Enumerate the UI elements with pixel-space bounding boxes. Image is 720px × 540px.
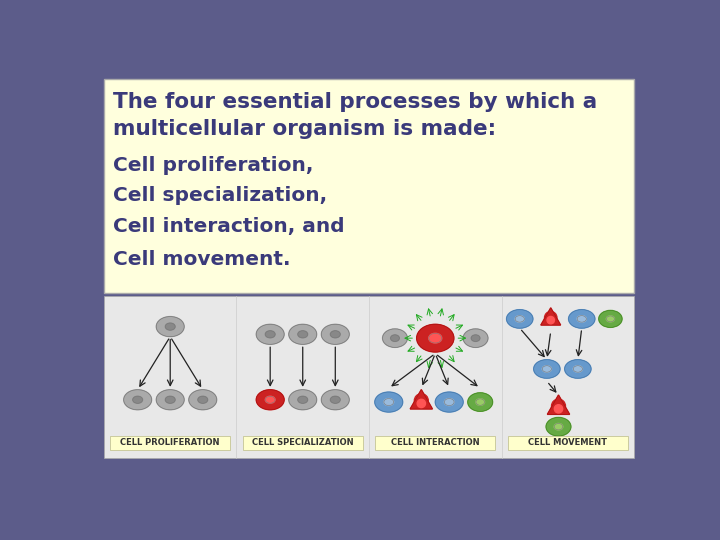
Text: CELL INTERACTION: CELL INTERACTION: [391, 438, 480, 447]
Ellipse shape: [265, 331, 275, 338]
Ellipse shape: [417, 325, 454, 352]
Ellipse shape: [256, 390, 284, 410]
FancyBboxPatch shape: [508, 436, 628, 450]
Ellipse shape: [132, 396, 143, 403]
Ellipse shape: [124, 390, 152, 410]
Ellipse shape: [156, 390, 184, 410]
Ellipse shape: [330, 396, 340, 403]
Polygon shape: [541, 308, 561, 325]
Ellipse shape: [507, 309, 533, 328]
FancyBboxPatch shape: [375, 436, 495, 450]
Ellipse shape: [554, 423, 563, 430]
FancyBboxPatch shape: [104, 79, 634, 293]
FancyBboxPatch shape: [243, 436, 363, 450]
Ellipse shape: [436, 392, 463, 412]
Ellipse shape: [599, 310, 622, 327]
FancyBboxPatch shape: [104, 296, 634, 457]
Ellipse shape: [391, 335, 400, 341]
Text: CELL PROLIFERATION: CELL PROLIFERATION: [120, 438, 220, 447]
Ellipse shape: [166, 323, 175, 330]
Ellipse shape: [330, 331, 340, 338]
Circle shape: [414, 394, 428, 408]
Ellipse shape: [463, 329, 488, 347]
Ellipse shape: [265, 396, 275, 403]
Circle shape: [544, 312, 557, 324]
Text: multicellular organism is made:: multicellular organism is made:: [113, 119, 496, 139]
Polygon shape: [547, 395, 570, 414]
Text: CELL SPECIALIZATION: CELL SPECIALIZATION: [252, 438, 354, 447]
Ellipse shape: [577, 316, 586, 322]
Text: Cell specialization,: Cell specialization,: [113, 186, 328, 205]
Circle shape: [554, 404, 562, 413]
Ellipse shape: [534, 360, 560, 378]
Ellipse shape: [384, 399, 394, 406]
Circle shape: [552, 399, 565, 413]
Circle shape: [417, 399, 426, 408]
Text: Cell proliferation,: Cell proliferation,: [113, 156, 314, 174]
Ellipse shape: [382, 329, 408, 347]
Ellipse shape: [444, 399, 454, 406]
Ellipse shape: [471, 335, 480, 341]
Ellipse shape: [289, 390, 317, 410]
Ellipse shape: [428, 333, 442, 343]
Ellipse shape: [546, 417, 571, 436]
Ellipse shape: [166, 396, 175, 403]
Text: Cell movement.: Cell movement.: [113, 249, 291, 268]
Ellipse shape: [198, 396, 207, 403]
Ellipse shape: [298, 331, 307, 338]
Ellipse shape: [298, 396, 307, 403]
Ellipse shape: [564, 360, 591, 378]
Circle shape: [547, 316, 554, 324]
Ellipse shape: [321, 325, 349, 345]
Ellipse shape: [156, 316, 184, 336]
Text: CELL MOVEMENT: CELL MOVEMENT: [528, 438, 607, 447]
Text: The four essential processes by which a: The four essential processes by which a: [113, 92, 598, 112]
Ellipse shape: [569, 309, 595, 328]
FancyBboxPatch shape: [110, 436, 230, 450]
Ellipse shape: [573, 366, 582, 372]
Ellipse shape: [542, 366, 552, 372]
Ellipse shape: [468, 393, 492, 411]
Ellipse shape: [189, 390, 217, 410]
Ellipse shape: [289, 325, 317, 345]
Ellipse shape: [476, 399, 485, 406]
Ellipse shape: [375, 392, 402, 412]
Text: Cell interaction, and: Cell interaction, and: [113, 217, 345, 237]
Ellipse shape: [606, 316, 614, 322]
Ellipse shape: [515, 316, 524, 322]
Ellipse shape: [256, 325, 284, 345]
Ellipse shape: [321, 390, 349, 410]
Polygon shape: [410, 389, 433, 409]
